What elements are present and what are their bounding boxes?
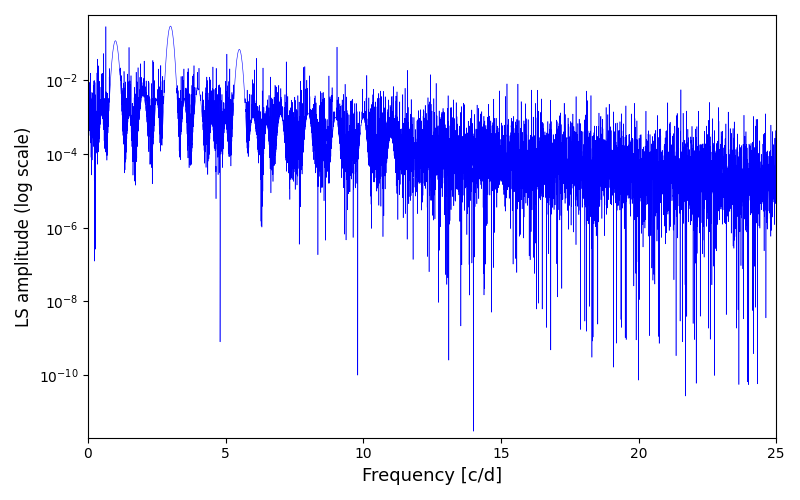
X-axis label: Frequency [c/d]: Frequency [c/d] bbox=[362, 467, 502, 485]
Y-axis label: LS amplitude (log scale): LS amplitude (log scale) bbox=[15, 126, 33, 326]
